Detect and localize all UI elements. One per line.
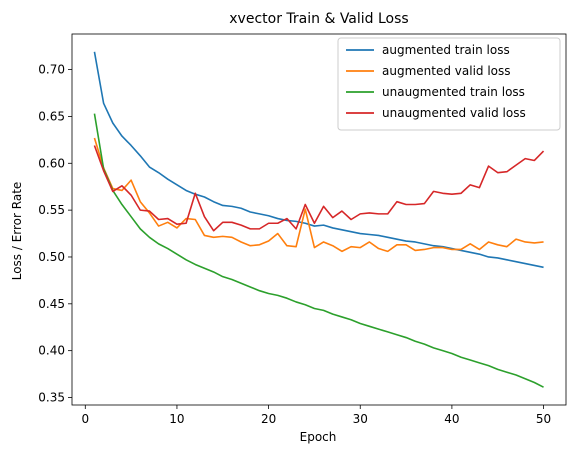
legend-box [337, 37, 561, 131]
series-line-3 [93, 145, 545, 232]
x-tick-label: 40 [444, 412, 459, 426]
y-tick-label: 0.60 [38, 156, 65, 170]
x-tick-label: 50 [536, 412, 551, 426]
legend: augmented train loss augmented valid loss… [337, 37, 561, 131]
legend-label-0: augmented train loss [382, 43, 510, 57]
y-tick-label: 0.35 [38, 391, 65, 405]
y-tick-label: 0.50 [38, 250, 65, 264]
x-tick-label: 0 [81, 412, 89, 426]
x-tick-label: 30 [353, 412, 368, 426]
y-tick-label: 0.40 [38, 344, 65, 358]
plot-frame [71, 33, 567, 406]
y-tick-label: 0.70 [38, 63, 65, 77]
legend-label-3: unaugmented valid loss [382, 106, 526, 120]
series-line-0 [93, 51, 544, 269]
y-tick-label: 0.65 [38, 109, 65, 123]
y-axis-label: Loss / Error Rate [10, 182, 24, 281]
plot-lines [93, 51, 545, 388]
chart-title: xvector Train & Valid Loss [229, 11, 408, 27]
series-line-2 [93, 113, 544, 388]
legend-label-1: augmented valid loss [382, 64, 511, 78]
x-tick-label: 10 [169, 412, 184, 426]
x-tick-label: 20 [261, 412, 276, 426]
series-line-1 [93, 137, 544, 253]
y-tick-label: 0.55 [38, 203, 65, 217]
y-axis-ticks: 0.35 0.40 0.45 0.50 0.55 0.60 0.65 0.70 [38, 63, 72, 405]
y-tick-label: 0.45 [38, 297, 65, 311]
x-axis-ticks: 0 10 20 30 40 50 [81, 405, 551, 426]
legend-label-2: unaugmented train loss [382, 85, 525, 99]
x-axis-label: Epoch [300, 430, 337, 444]
